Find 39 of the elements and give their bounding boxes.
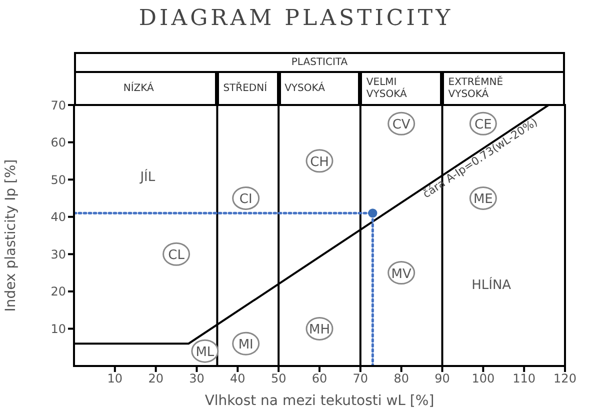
annotation: CH — [310, 154, 329, 170]
annotation: MI — [238, 338, 254, 353]
x-tick-label: 40 — [230, 372, 246, 386]
annotation: CI — [239, 192, 252, 208]
x-tick-label: 80 — [394, 372, 409, 386]
text: VELMI VYSOKÁ — [366, 77, 408, 101]
y-tick-label: 70 — [50, 98, 66, 112]
y-tick-label: 60 — [50, 136, 66, 150]
y-tick-label: 40 — [50, 210, 66, 224]
x-tick-label: 90 — [434, 372, 450, 386]
annotation: CL — [168, 248, 186, 264]
y-axis-title: Index plasticity Ip [%] — [2, 159, 19, 312]
x-tick-label: 60 — [312, 372, 328, 386]
annotation: ME — [473, 192, 493, 208]
annotation: ML — [196, 345, 215, 360]
x-tick-label: 10 — [107, 372, 123, 386]
annotation: CV — [392, 118, 410, 133]
x-tick-label: 70 — [352, 372, 368, 386]
x-tick-label: 100 — [472, 372, 495, 386]
text: VYSOKÁ — [284, 83, 325, 95]
x-tick-label: 120 — [554, 372, 576, 386]
y-tick-label: 30 — [50, 247, 66, 262]
y-tick-label: 10 — [50, 322, 66, 336]
text: STŘEDNÍ — [223, 83, 268, 95]
x-tick-label: 50 — [270, 372, 286, 386]
text: PLASTICITA — [291, 57, 348, 68]
text: EXTRÉMNĚ VYSOKÁ — [448, 77, 504, 101]
x-tick-label: 30 — [189, 372, 204, 386]
text: NÍZKÁ — [123, 83, 154, 95]
x-axis-title: Vlhkost na mezi tekutosti wL [%] — [204, 393, 434, 409]
annotation: MV — [391, 266, 412, 282]
annotation: MH — [309, 322, 330, 338]
y-tick-label: 20 — [50, 284, 66, 299]
chart-title: DIAGRAM PLASTICITY — [138, 6, 454, 31]
annotation: JÍL — [139, 168, 156, 185]
annotation: HLÍNA — [472, 276, 512, 293]
x-tick-label: 110 — [512, 372, 536, 386]
y-tick-label: 50 — [50, 172, 66, 187]
x-tick-label: 20 — [148, 372, 164, 386]
